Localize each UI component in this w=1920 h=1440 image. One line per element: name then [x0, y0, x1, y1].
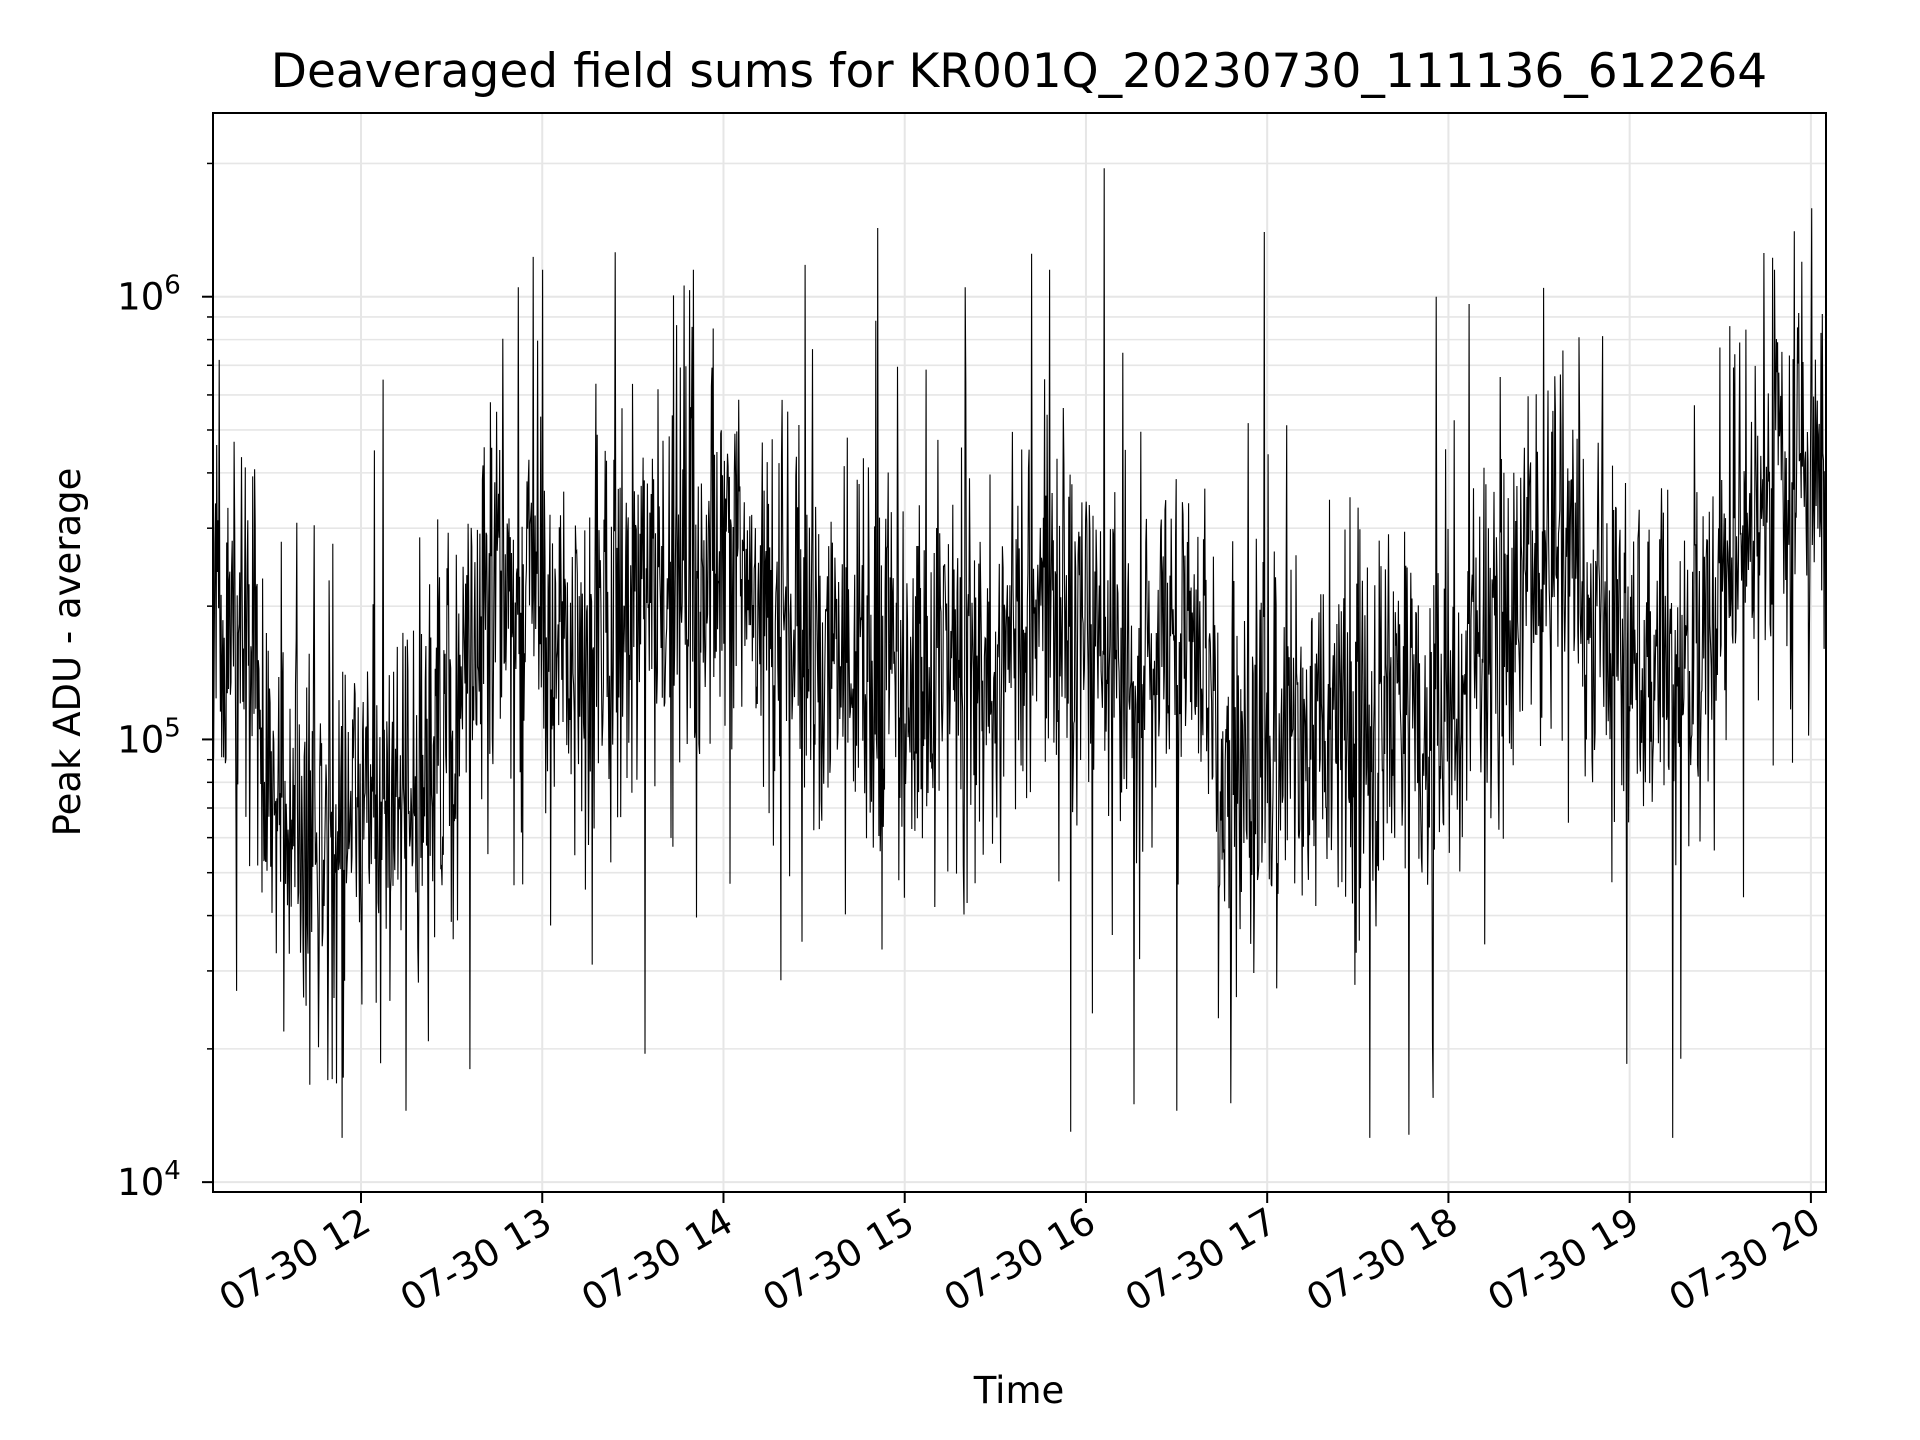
- y-tick-label: 106: [117, 271, 181, 319]
- x-tick-label: 07-30 17: [1118, 1200, 1284, 1320]
- series-line: [212, 168, 1827, 1138]
- x-tick-label: 07-30 19: [1481, 1200, 1647, 1320]
- y-tick-label: 104: [117, 1156, 181, 1204]
- y-axis-label: Peak ADU - average: [46, 468, 89, 837]
- x-tick-label: 07-30 13: [393, 1200, 559, 1320]
- x-tick-label: 07-30 16: [937, 1200, 1103, 1320]
- x-axis-label: Time: [973, 1369, 1065, 1412]
- y-tick-label: 105: [117, 713, 181, 761]
- x-tick-label: 07-30 12: [212, 1200, 378, 1320]
- x-tick-label: 07-30 20: [1662, 1200, 1828, 1320]
- chart-title: Deaveraged field sums for KR001Q_2023073…: [271, 44, 1767, 99]
- grid: [213, 113, 1826, 1192]
- x-tick-label: 07-30 18: [1299, 1200, 1465, 1320]
- plot-frame: [212, 112, 1827, 1193]
- x-tick-label: 07-30 14: [574, 1200, 740, 1320]
- x-tick-label: 07-30 15: [756, 1200, 922, 1320]
- series-layer: [212, 168, 1827, 1138]
